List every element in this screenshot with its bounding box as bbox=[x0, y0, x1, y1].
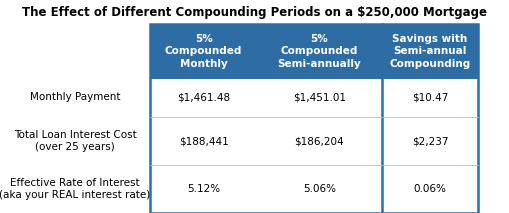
Text: $10.47: $10.47 bbox=[412, 92, 448, 102]
Text: $1,461.48: $1,461.48 bbox=[177, 92, 230, 102]
Bar bbox=[382, 24, 478, 78]
Bar bbox=[150, 24, 257, 78]
Bar bbox=[382, 78, 478, 117]
Text: 0.06%: 0.06% bbox=[414, 184, 446, 194]
Bar bbox=[257, 24, 382, 78]
Text: Total Loan Interest Cost
(over 25 years): Total Loan Interest Cost (over 25 years) bbox=[14, 130, 136, 152]
Bar bbox=[150, 165, 257, 213]
Bar bbox=[0, 0, 509, 24]
Text: Savings with
Semi-annual
Compounding: Savings with Semi-annual Compounding bbox=[389, 34, 471, 69]
Bar bbox=[0, 24, 150, 78]
Bar bbox=[150, 78, 257, 117]
Bar bbox=[382, 165, 478, 213]
Bar bbox=[0, 165, 150, 213]
Bar bbox=[257, 117, 382, 165]
Bar bbox=[257, 165, 382, 213]
Text: The Effect of Different Compounding Periods on a $250,000 Mortgage: The Effect of Different Compounding Peri… bbox=[22, 6, 487, 19]
Text: $186,204: $186,204 bbox=[295, 136, 344, 146]
Bar bbox=[0, 78, 150, 117]
Bar bbox=[257, 78, 382, 117]
Text: 5.12%: 5.12% bbox=[187, 184, 220, 194]
Text: $1,451.01: $1,451.01 bbox=[293, 92, 346, 102]
Text: Monthly Payment: Monthly Payment bbox=[30, 92, 120, 102]
Text: $2,237: $2,237 bbox=[412, 136, 448, 146]
Text: Effective Rate of Interest
(aka your REAL interest rate): Effective Rate of Interest (aka your REA… bbox=[0, 178, 151, 200]
Bar bbox=[0, 117, 150, 165]
Bar bbox=[150, 24, 478, 213]
Bar bbox=[382, 117, 478, 165]
Text: 5%
Compounded
Monthly: 5% Compounded Monthly bbox=[165, 34, 242, 69]
Text: $188,441: $188,441 bbox=[179, 136, 229, 146]
Text: 5.06%: 5.06% bbox=[303, 184, 336, 194]
Bar bbox=[150, 117, 257, 165]
Text: 5%
Compounded
Semi-annually: 5% Compounded Semi-annually bbox=[277, 34, 361, 69]
